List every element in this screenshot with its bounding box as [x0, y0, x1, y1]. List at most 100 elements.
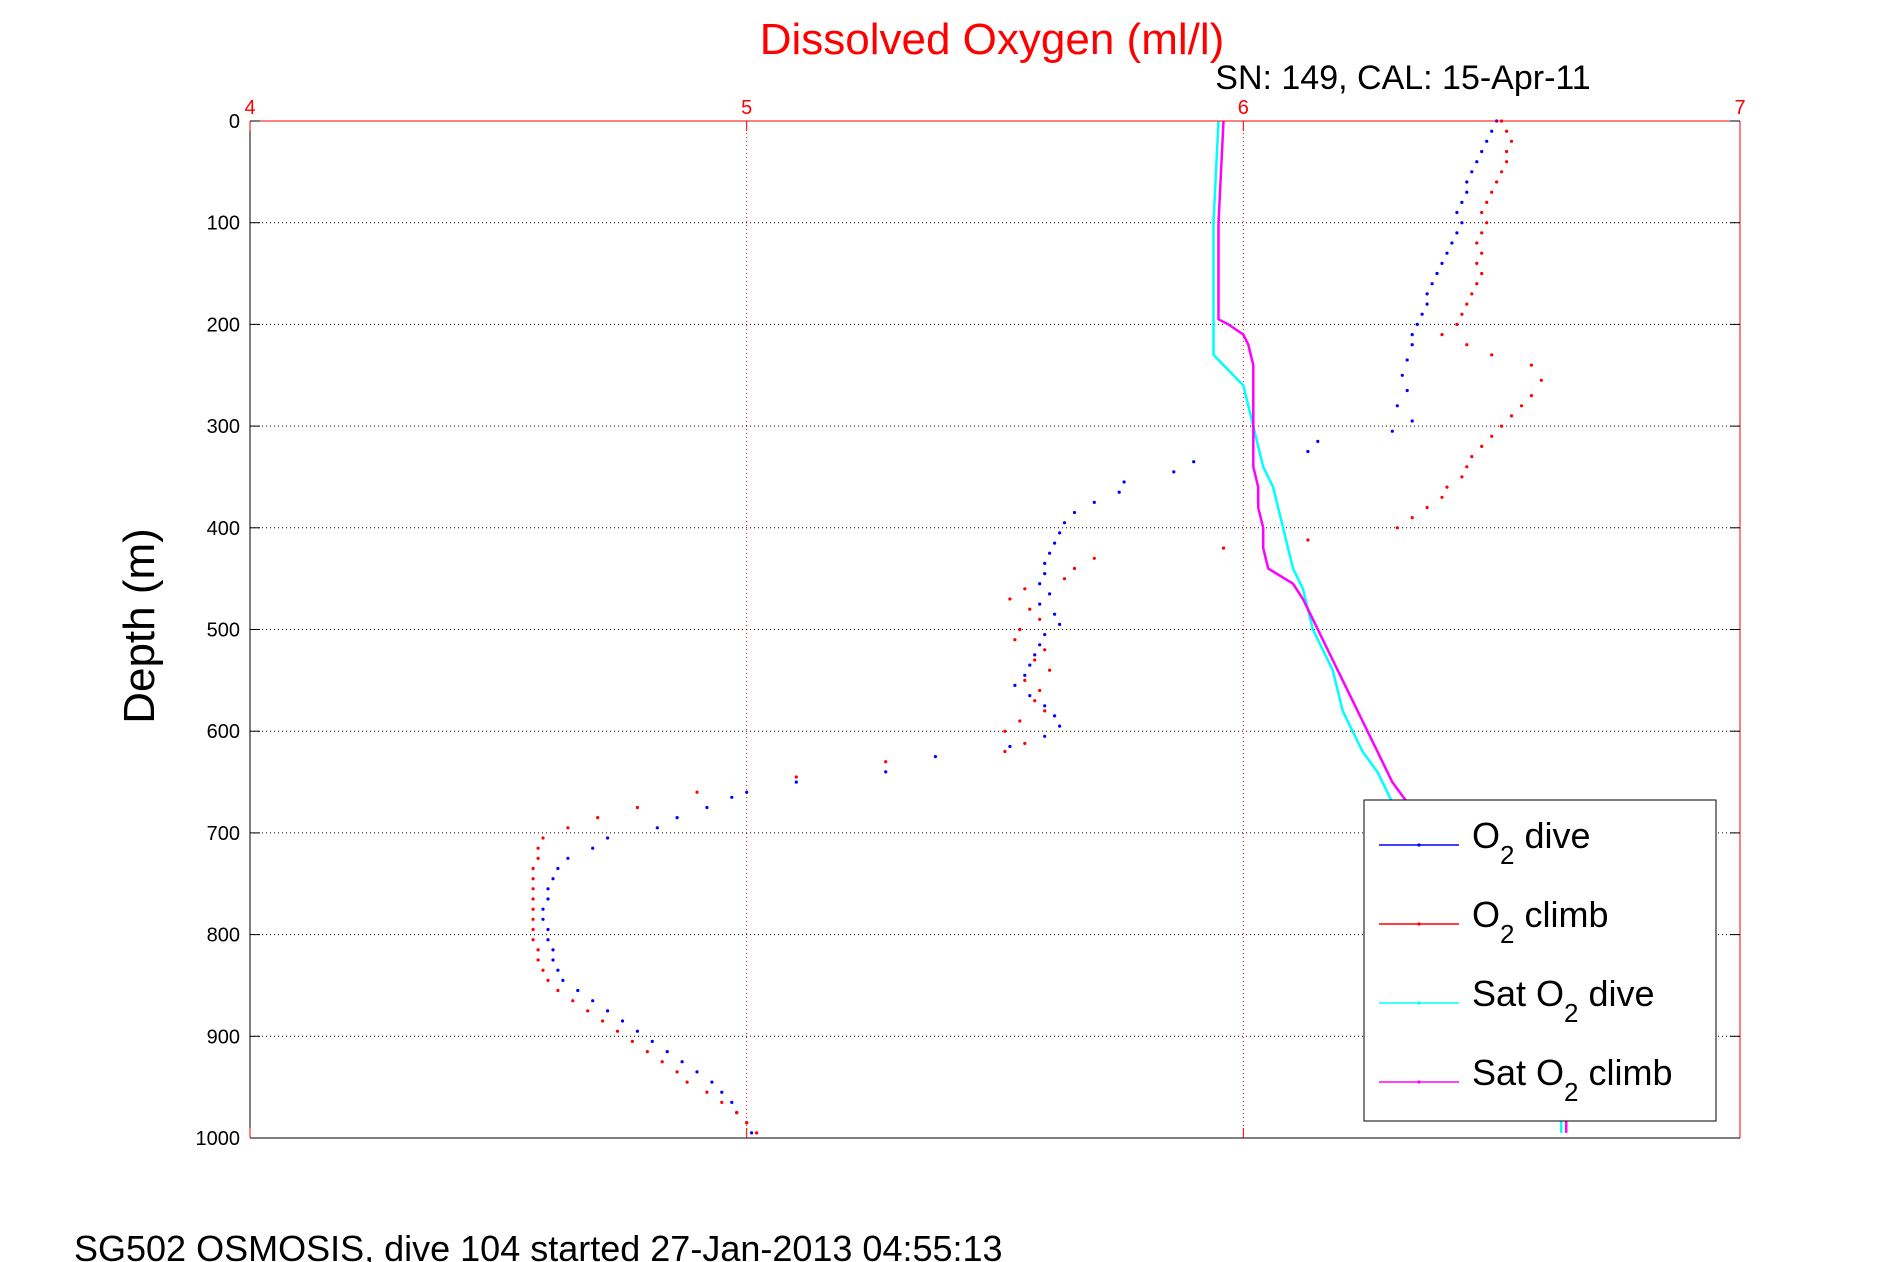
data-point [933, 755, 938, 759]
data-point [1003, 749, 1007, 754]
footer-caption: SG502 OSMOSIS, dive 104 started 27-Jan-2… [74, 1228, 1003, 1262]
data-point [531, 877, 535, 881]
data-point [1460, 475, 1464, 479]
data-point [720, 1090, 724, 1094]
data-point [635, 1029, 640, 1033]
data-point [546, 927, 550, 932]
data-point [606, 836, 610, 840]
data-point [735, 1111, 739, 1115]
data-point [630, 1039, 635, 1043]
series-o2-climb [531, 119, 1543, 1135]
data-point [536, 846, 540, 850]
data-point [695, 790, 699, 794]
data-point [1445, 251, 1449, 255]
legend-item-3: Sat O2 climb [1379, 1052, 1673, 1107]
data-point [601, 1019, 605, 1023]
chart-subtitle: SN: 149, CAL: 15-Apr-11 [1215, 59, 1590, 97]
data-point [1455, 210, 1459, 215]
data-point [586, 1009, 590, 1013]
data-point [1465, 302, 1469, 306]
data-point [591, 999, 595, 1003]
data-point [650, 1039, 654, 1043]
data-point [1062, 577, 1067, 581]
legend-item-0: O2 dive [1379, 815, 1591, 870]
data-point [551, 948, 555, 952]
legend-label: O2 dive [1472, 815, 1591, 870]
data-point [1480, 444, 1484, 448]
data-point [1028, 663, 1032, 667]
data-point [1480, 149, 1484, 154]
data-point [541, 917, 545, 921]
y-tick-label-10: 1000 [196, 1128, 241, 1150]
y-tick-label-3: 300 [207, 416, 240, 438]
legend-label: Sat O2 dive [1472, 973, 1655, 1028]
data-point [1420, 312, 1424, 316]
data-point [1410, 333, 1414, 337]
data-point [1053, 612, 1057, 616]
data-point [536, 958, 540, 962]
data-point [1455, 322, 1459, 326]
data-point [1072, 510, 1077, 515]
data-point [1003, 729, 1007, 733]
data-point [1395, 404, 1399, 408]
data-point [1529, 363, 1533, 367]
y-tick-label-6: 600 [207, 721, 240, 743]
data-point [730, 795, 734, 799]
data-point [1072, 566, 1077, 571]
data-point [1038, 643, 1042, 647]
data-point [1405, 388, 1409, 393]
data-point [1505, 160, 1509, 164]
legend-label: Sat O2 climb [1472, 1052, 1673, 1107]
data-point [1440, 261, 1444, 265]
data-point [1390, 429, 1394, 433]
data-point [576, 988, 580, 993]
data-point [615, 1029, 620, 1033]
data-point [1470, 292, 1474, 296]
data-point [1062, 521, 1067, 525]
data-point [1480, 271, 1484, 276]
data-point [884, 760, 888, 764]
legend-item-1: O2 climb [1379, 894, 1609, 949]
data-point [695, 1070, 699, 1074]
data-point [1480, 231, 1484, 235]
data-point [1053, 714, 1057, 718]
data-point [541, 907, 545, 911]
data-point [531, 897, 535, 901]
data-point [1529, 394, 1533, 398]
legend-item-2: Sat O2 dive [1379, 973, 1655, 1028]
data-point [1048, 668, 1052, 672]
legend-marker [1417, 1080, 1421, 1084]
data-point [1475, 261, 1479, 265]
data-point [1008, 597, 1012, 601]
data-point [750, 1131, 754, 1135]
data-point [705, 805, 709, 810]
data-point [1058, 724, 1062, 728]
data-point [606, 1009, 610, 1013]
data-point [1043, 734, 1047, 738]
data-point [1455, 231, 1459, 235]
data-point [1023, 741, 1027, 746]
x-tick-label-3: 7 [1734, 97, 1745, 119]
data-point [1043, 709, 1047, 713]
data-point [1460, 221, 1464, 225]
data-point [730, 1100, 734, 1104]
data-point [1043, 704, 1047, 708]
data-point [1038, 617, 1042, 621]
legend-label: O2 climb [1472, 894, 1609, 949]
data-point [1053, 541, 1057, 545]
data-point [794, 775, 798, 779]
data-point [1018, 719, 1022, 723]
data-point [635, 805, 640, 810]
data-point [531, 887, 535, 891]
data-point [1485, 200, 1489, 204]
data-point [571, 999, 575, 1003]
data-point [675, 1070, 679, 1074]
data-point [531, 917, 535, 921]
data-point [1038, 602, 1042, 606]
data-point [541, 836, 545, 840]
data-point [1505, 149, 1509, 154]
data-point [1475, 160, 1479, 164]
data-point [1033, 653, 1037, 657]
data-point [685, 1080, 689, 1084]
data-point [1013, 683, 1017, 688]
